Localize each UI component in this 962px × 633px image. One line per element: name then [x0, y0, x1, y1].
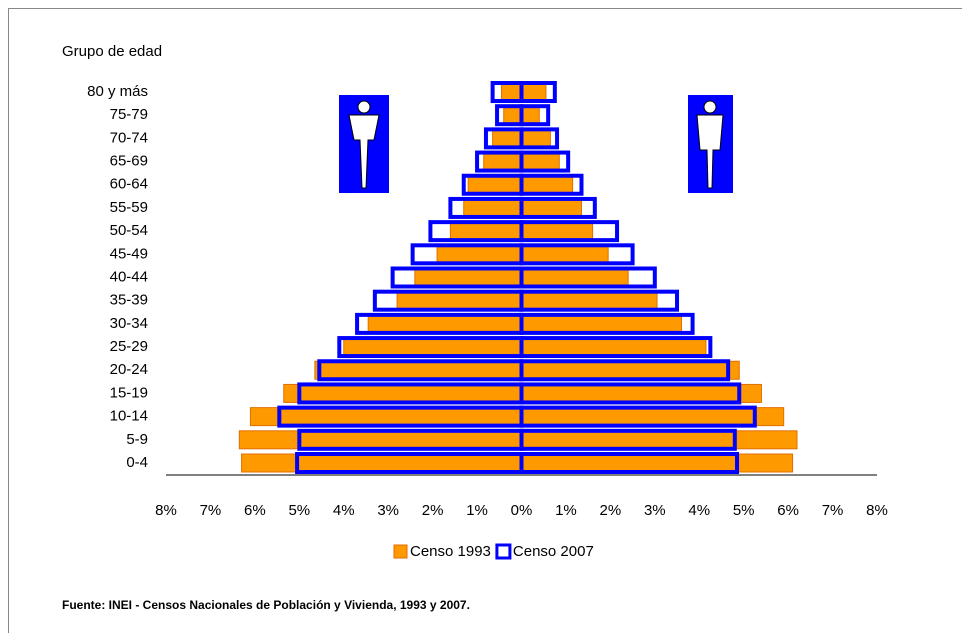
bar	[396, 291, 523, 311]
y-tick-label: 35-39	[110, 292, 148, 309]
bar	[519, 196, 597, 219]
x-tick-label: 8%	[866, 502, 888, 519]
bar	[343, 337, 522, 357]
legend-swatch	[393, 544, 408, 559]
bar	[436, 244, 523, 264]
bar	[241, 453, 522, 473]
bar	[521, 82, 547, 102]
bar	[519, 150, 571, 173]
bar	[283, 383, 522, 403]
x-tick-label: 0%	[511, 502, 533, 519]
x-tick-label: 8%	[155, 502, 177, 519]
y-tick-label: 0-4	[126, 454, 148, 471]
bar	[519, 104, 551, 127]
y-tick-label: 80 y más	[87, 83, 148, 100]
x-tick-label: 4%	[688, 502, 710, 519]
bar	[521, 360, 740, 380]
bar	[521, 430, 798, 450]
x-tick-label: 6%	[777, 502, 799, 519]
bar	[521, 128, 551, 148]
x-tick-label: 3%	[377, 502, 399, 519]
bar	[238, 430, 522, 450]
y-tick-label: 50-54	[110, 222, 148, 239]
bar	[414, 268, 523, 287]
bar	[519, 81, 557, 103]
y-tick-label: 65-69	[110, 153, 148, 170]
x-tick-label: 1%	[555, 502, 577, 519]
bar	[519, 428, 737, 451]
bar	[449, 221, 522, 241]
bar	[519, 336, 713, 359]
y-tick-label: 75-79	[110, 106, 148, 123]
bar	[521, 407, 785, 427]
bar	[519, 127, 560, 150]
y-tick-label: 45-49	[110, 245, 148, 262]
bar	[519, 312, 695, 335]
bar	[521, 337, 707, 357]
bar	[519, 243, 635, 266]
y-tick-label: 15-19	[110, 384, 148, 401]
x-tick-label: 2%	[600, 502, 622, 519]
x-tick-label: 3%	[644, 502, 666, 519]
bar	[521, 268, 629, 287]
frame	[8, 8, 962, 633]
y-tick-label: 25-29	[110, 338, 148, 355]
bar	[521, 105, 540, 125]
x-tick-label: 4%	[333, 502, 355, 519]
bar	[519, 266, 657, 289]
bar	[521, 291, 658, 311]
y-tick-label: 30-34	[110, 315, 148, 332]
bar	[519, 220, 620, 243]
bar	[521, 152, 560, 172]
y-tick-label: 20-24	[110, 361, 148, 378]
bar	[519, 173, 584, 196]
legend-label: Censo 1993	[410, 543, 491, 560]
bar	[521, 314, 682, 334]
y-tick-label: 70-74	[110, 129, 148, 146]
bar	[521, 244, 609, 264]
y-tick-label: 5-9	[126, 431, 148, 448]
bar	[367, 314, 522, 334]
bar	[314, 360, 522, 380]
y-tick-label: 60-64	[110, 176, 148, 193]
bar	[519, 382, 742, 405]
y-tick-label: 55-59	[110, 199, 148, 216]
bar	[483, 152, 522, 172]
bar	[463, 198, 523, 218]
male-icon	[339, 95, 389, 193]
female-icon	[688, 95, 733, 193]
source: Fuente: INEI - Censos Nacionales de Pobl…	[62, 598, 470, 612]
x-tick-label: 5%	[733, 502, 755, 519]
y-tick-label: 10-14	[110, 408, 148, 425]
bar	[521, 198, 582, 218]
bar	[467, 175, 522, 195]
bar	[521, 383, 762, 403]
bar	[503, 105, 523, 125]
y-tick-label: 40-44	[110, 268, 148, 285]
bar	[492, 128, 523, 148]
x-tick-label: 7%	[200, 502, 222, 519]
bar	[521, 175, 574, 195]
bar	[519, 452, 740, 474]
bar	[521, 453, 794, 473]
x-tick-label: 5%	[288, 502, 310, 519]
x-tick-label: 1%	[466, 502, 488, 519]
bar	[249, 407, 522, 427]
bar	[519, 359, 731, 382]
legend-label: Censo 2007	[513, 543, 594, 560]
legend-swatch	[495, 543, 512, 560]
bar	[501, 82, 522, 102]
bar	[521, 221, 594, 241]
bar	[519, 405, 757, 428]
bar	[519, 289, 680, 312]
x-tick-label: 6%	[244, 502, 266, 519]
x-tick-label: 7%	[822, 502, 844, 519]
x-tick-label: 2%	[422, 502, 444, 519]
axis-title: Grupo de edad	[62, 43, 162, 60]
